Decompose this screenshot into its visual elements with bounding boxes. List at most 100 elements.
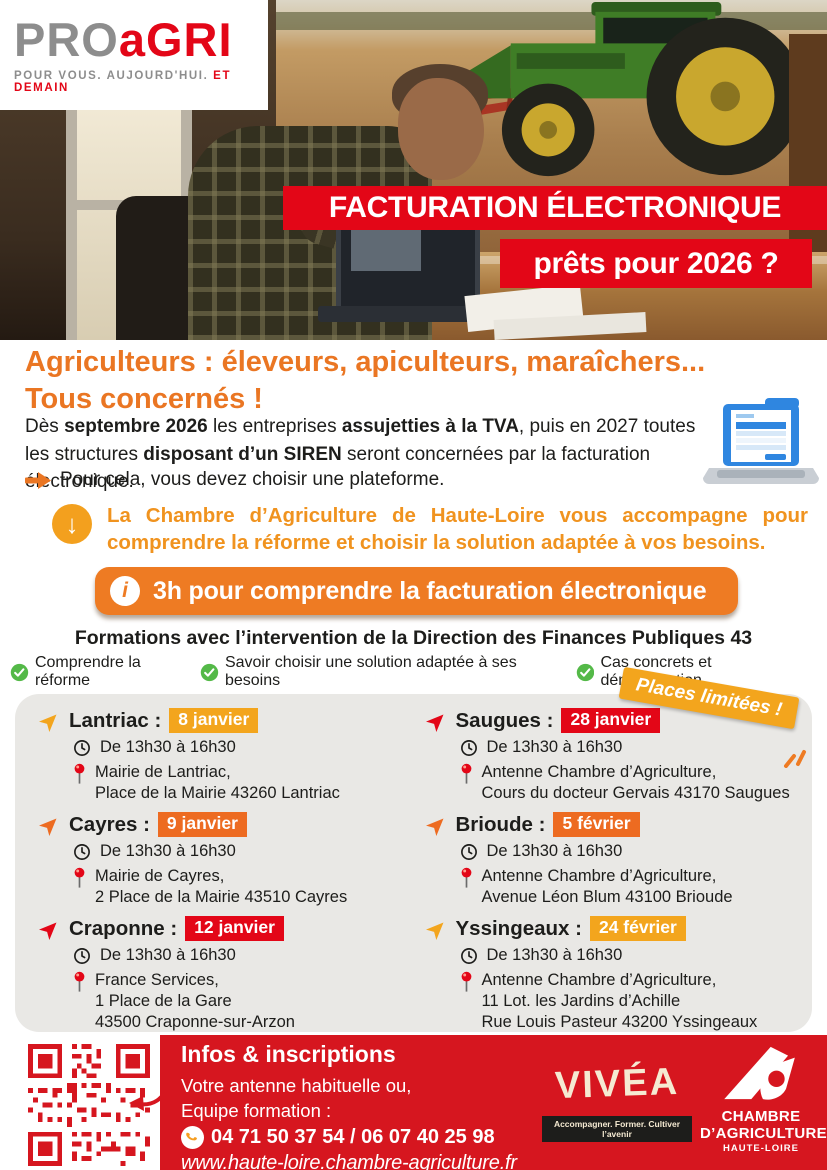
logo-pro: PRO bbox=[14, 13, 119, 66]
map-pin-icon bbox=[461, 867, 471, 888]
intro-seg: les entreprises bbox=[207, 416, 342, 437]
chambre-agriculture-logo: CHAMBRE D’AGRICULTURE HAUTE-LOIRE bbox=[700, 1045, 827, 1154]
formations-title: Formations avec l’intervention de la Dir… bbox=[74, 627, 753, 649]
session-name: Craponne : bbox=[69, 916, 178, 940]
banner-prets-2026: prêts pour 2026 ? bbox=[500, 239, 812, 288]
session-time: De 13h30 à 16h30 bbox=[460, 945, 813, 966]
intro-seg-bold: assujetties à la TVA bbox=[341, 416, 519, 437]
intro-seg: , puis en 2027 toutes les structures bbox=[25, 416, 696, 465]
clock-icon bbox=[74, 843, 90, 860]
intro-seg-bold: disposant d’un SIREN bbox=[143, 443, 342, 465]
location-arrow-icon bbox=[425, 714, 443, 732]
location-arrow-icon bbox=[39, 922, 57, 940]
cta-label: 3h pour comprendre la facturation électr… bbox=[153, 576, 707, 605]
footer-line2: Equipe formation : bbox=[181, 1100, 332, 1121]
session-time: De 13h30 à 16h30 bbox=[73, 737, 426, 758]
sessions-left-column: Lantriac : 8 janvier De 13h30 à 16h30 Ma… bbox=[39, 708, 426, 1041]
session-name: Brioude : bbox=[455, 812, 546, 836]
session-time-text: De 13h30 à 16h30 bbox=[100, 946, 236, 964]
session-time-text: De 13h30 à 16h30 bbox=[486, 842, 623, 860]
vivea-logo: VIVÉA Accompagner. Former. Cultiver l’av… bbox=[542, 1061, 692, 1142]
proagri-logo: PROaGRI POUR VOUS. AUJOURD'HUI. ET DEMAI… bbox=[0, 0, 268, 110]
location-arrow-icon bbox=[39, 818, 57, 836]
map-pin-icon bbox=[461, 763, 471, 784]
footer-line1: Votre antenne habituelle ou, bbox=[181, 1075, 412, 1096]
session-name: Saugues : bbox=[455, 708, 554, 732]
chambre-line1: CHAMBRE bbox=[721, 1108, 801, 1125]
session-craponne: Craponne : 12 janvier De 13h30 à 16h30 F… bbox=[39, 916, 426, 1033]
session-time-text: De 13h30 à 16h30 bbox=[486, 946, 623, 964]
session-time-text: De 13h30 à 16h30 bbox=[100, 842, 236, 860]
title-line1: Agriculteurs : éleveurs, apiculteurs, ma… bbox=[25, 346, 706, 378]
cta-3h-button[interactable]: i 3h pour comprendre la facturation élec… bbox=[95, 567, 738, 615]
location-arrow-icon bbox=[425, 818, 443, 836]
invoice-laptop-icon bbox=[703, 398, 819, 484]
accompany-text: La Chambre d’Agriculture de Haute-Loire … bbox=[107, 504, 808, 554]
session-address: Mairie de Lantriac, Place de la Mairie 4… bbox=[73, 762, 426, 804]
session-address: Antenne Chambre d’Agriculture, Avenue Lé… bbox=[460, 866, 813, 908]
logo-tagline: POUR VOUS. AUJOURD'HUI. ET DEMAIN bbox=[14, 70, 268, 94]
platform-note: Pour cela, vous devez choisir une platef… bbox=[25, 469, 444, 491]
laptop-base-illustration bbox=[318, 306, 494, 322]
intro-paragraph: Dès septembre 2026 les entreprises assuj… bbox=[25, 413, 697, 496]
page-title: Agriculteurs : éleveurs, apiculteurs, ma… bbox=[25, 344, 705, 418]
session-time: De 13h30 à 16h30 bbox=[73, 841, 426, 862]
session-date-badge: 24 février bbox=[589, 916, 686, 941]
clock-icon bbox=[460, 739, 477, 756]
info-icon: i bbox=[110, 576, 140, 606]
right-arrow-icon bbox=[25, 471, 51, 489]
footer-contact: Infos & inscriptions Votre antenne habit… bbox=[181, 1041, 517, 1170]
location-arrow-icon bbox=[39, 714, 57, 732]
clock-icon bbox=[460, 947, 477, 964]
session-time: De 13h30 à 16h30 bbox=[73, 945, 426, 966]
session-address-text: Mairie de Lantriac, Place de la Mairie 4… bbox=[95, 763, 340, 802]
vivea-tagline: Accompagner. Former. Cultiver l’avenir bbox=[542, 1116, 692, 1142]
intro-seg: seront concernées par la facturation éle… bbox=[25, 443, 651, 493]
check-icon bbox=[10, 663, 29, 681]
session-address-text: Antenne Chambre d’Agriculture, Cours du … bbox=[481, 763, 790, 802]
session-address-text: Antenne Chambre d’Agriculture, 11 Lot. l… bbox=[481, 971, 758, 1031]
banner-facturation-electronique: FACTURATION ÉLECTRONIQUE bbox=[283, 186, 827, 230]
clock-icon bbox=[74, 739, 90, 756]
session-time-text: De 13h30 à 16h30 bbox=[100, 738, 236, 756]
farmer-head-illustration bbox=[398, 78, 484, 180]
clock-icon bbox=[74, 947, 90, 964]
phone-row: 04 71 50 37 54 / 06 07 40 25 98 bbox=[181, 1126, 517, 1149]
hero-photo: PROaGRI POUR VOUS. AUJOURD'HUI. ET DEMAI… bbox=[0, 0, 827, 340]
bullet-label: Savoir choisir une solution adaptée à se… bbox=[224, 654, 517, 689]
session-cayres: Cayres : 9 janvier De 13h30 à 16h30 Mair… bbox=[39, 812, 426, 908]
session-address-text: Antenne Chambre d’Agriculture, Avenue Lé… bbox=[481, 867, 733, 906]
session-time: De 13h30 à 16h30 bbox=[460, 841, 813, 862]
footer-title: Infos & inscriptions bbox=[181, 1041, 396, 1067]
phone-numbers: 04 71 50 37 54 / 06 07 40 25 98 bbox=[211, 1126, 495, 1148]
map-pin-icon bbox=[74, 763, 85, 784]
proagri-wordmark: PROaGRI bbox=[14, 16, 268, 64]
session-address: Antenne Chambre d’Agriculture, 11 Lot. l… bbox=[460, 970, 813, 1033]
sessions-panel: Places limitées ! Lantriac : 8 janvier D… bbox=[15, 666, 813, 1033]
curved-arrow-icon bbox=[129, 1077, 173, 1111]
session-address: France Services, 1 Place de la Gare 4350… bbox=[73, 970, 426, 1033]
qr-code bbox=[28, 1044, 150, 1166]
session-date-badge: 28 janvier bbox=[561, 708, 661, 733]
session-name: Yssingeaux : bbox=[455, 916, 582, 940]
session-date-badge: 8 janvier bbox=[169, 708, 259, 733]
session-yssingeaux: Yssingeaux : 24 février De 13h30 à 16h30… bbox=[425, 916, 813, 1033]
session-address-text: Mairie de Cayres, 2 Place de la Mairie 4… bbox=[95, 867, 348, 906]
intro-seg: Dès bbox=[25, 416, 65, 437]
session-date-badge: 12 janvier bbox=[185, 916, 284, 941]
session-address-text: France Services, 1 Place de la Gare 4350… bbox=[95, 971, 295, 1031]
website-link[interactable]: www.haute-loire.chambre-agriculture.fr bbox=[181, 1152, 517, 1170]
session-date-badge: 9 janvier bbox=[157, 812, 247, 837]
bullet-label: Comprendre la réforme bbox=[34, 654, 141, 689]
session-saugues: Saugues : 28 janvier De 13h30 à 16h30 An… bbox=[425, 708, 813, 804]
bullet-comprendre: Comprendre la réforme bbox=[10, 654, 200, 690]
accompany-block: ↓ La Chambre d’Agriculture de Haute-Loir… bbox=[52, 502, 808, 556]
check-icon bbox=[200, 663, 219, 681]
map-pin-icon bbox=[461, 971, 471, 992]
title-line2: Tous concernés ! bbox=[25, 383, 263, 415]
map-pin-icon bbox=[74, 971, 85, 992]
chambre-emblem-icon bbox=[724, 1046, 795, 1100]
session-name: Lantriac : bbox=[69, 708, 162, 732]
down-arrow-icon: ↓ bbox=[52, 504, 92, 544]
